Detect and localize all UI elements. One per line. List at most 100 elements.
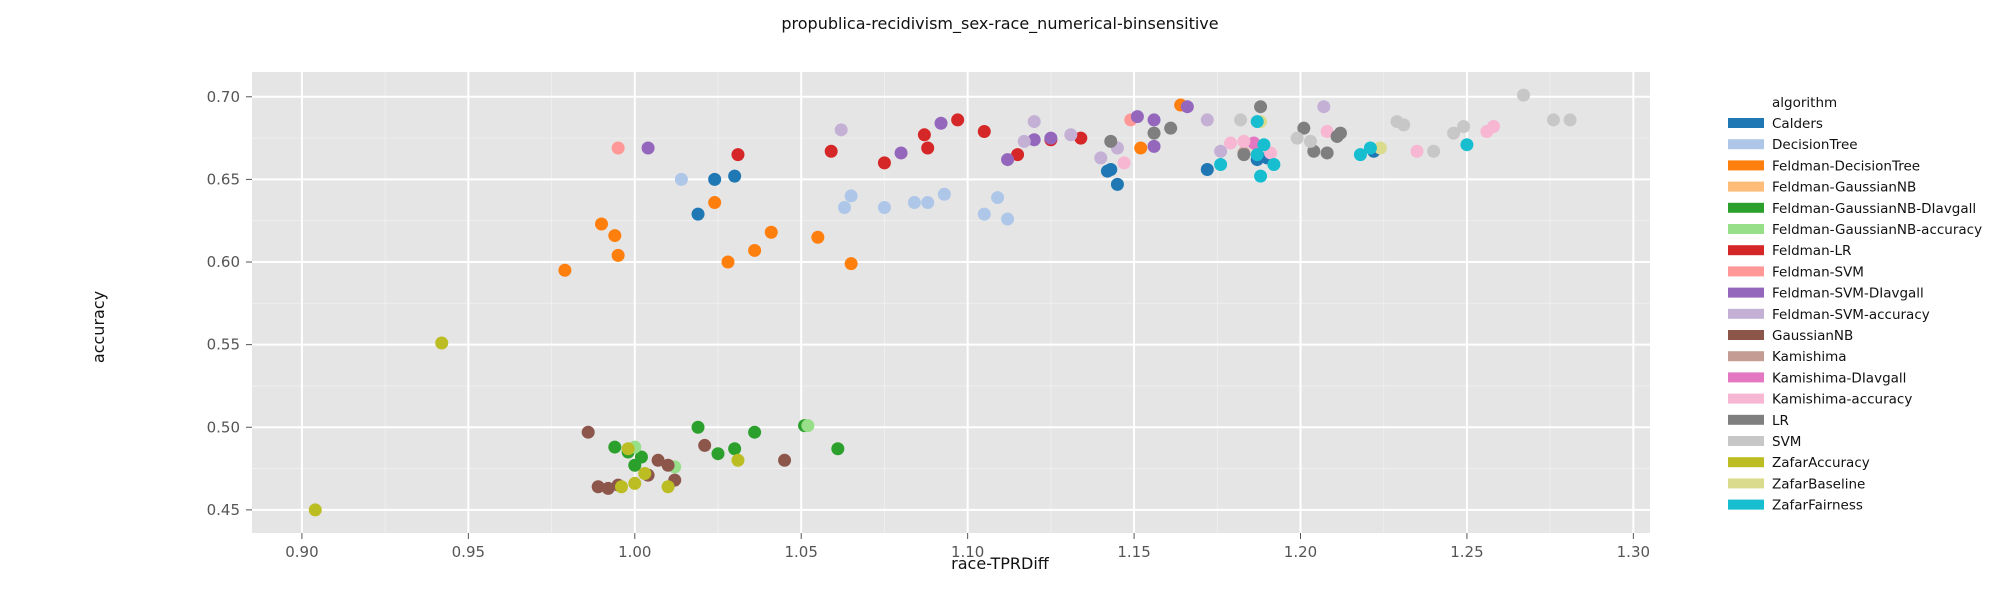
legend-swatch-feldman-lr <box>1728 245 1764 256</box>
point-svm <box>1303 134 1317 148</box>
legend-swatch-zafaraccuracy <box>1728 457 1764 468</box>
point-feldman-svm <box>611 141 625 155</box>
point-svm <box>1517 88 1531 102</box>
legend-swatch-kamishima-accuracy <box>1728 393 1764 404</box>
point-svm <box>1457 120 1471 134</box>
y-tick-label: 0.45 <box>207 501 240 519</box>
point-kamishima-accuracy <box>1320 124 1334 138</box>
point-feldman-lr <box>951 113 965 127</box>
x-tick-label: 0.90 <box>285 543 318 561</box>
point-feldman-svm-accuracy <box>1200 113 1214 127</box>
x-tick-label: 1.25 <box>1450 543 1483 561</box>
legend-label-lr: LR <box>1772 413 1789 429</box>
x-axis-ticks: 0.90 0.95 1.00 1.05 1.10 1.15 1.20 1.25 1.30 <box>285 533 1650 561</box>
point-feldman-decisiontree <box>721 255 735 269</box>
legend-swatch-decisiontree <box>1728 139 1764 150</box>
point-decisiontree <box>844 189 858 203</box>
point-feldman-lr <box>921 141 935 155</box>
point-calders <box>708 172 722 186</box>
data-points <box>308 88 1577 517</box>
point-svm <box>1234 113 1248 127</box>
legend-swatch-feldman-gaussiannb-diavgall <box>1728 202 1764 213</box>
point-feldman-svm-diavgall <box>1001 153 1015 167</box>
legend-swatch-feldman-svm-diavgall <box>1728 287 1764 298</box>
legend-swatch-gaussiannb <box>1728 330 1764 340</box>
legend-items: Calders DecisionTree Feldman-DecisionTree F… <box>1728 116 1982 514</box>
x-tick-label: 1.05 <box>785 543 818 561</box>
point-svm <box>1397 118 1411 132</box>
point-gaussiannb <box>591 480 605 494</box>
point-feldman-lr <box>917 128 931 142</box>
legend-label-feldman-gaussiannb: Feldman-GaussianNB <box>1772 180 1916 196</box>
legend-label-feldman-svm-diavgall: Feldman-SVM-DIavgall <box>1772 286 1924 302</box>
point-decisiontree <box>991 191 1005 205</box>
point-feldman-gaussiannb-diavgall <box>748 425 762 439</box>
point-gaussiannb <box>698 438 712 452</box>
legend-swatch-lr <box>1728 414 1764 425</box>
y-axis-title: accuracy <box>89 291 108 363</box>
point-feldman-decisiontree <box>608 229 622 243</box>
point-zafaraccuracy <box>308 503 322 517</box>
legend-label-feldman-svm-accuracy: Feldman-SVM-accuracy <box>1772 307 1930 323</box>
point-kamishima-accuracy <box>1117 156 1131 170</box>
point-zafaraccuracy <box>614 480 628 494</box>
point-calders <box>691 207 705 221</box>
point-feldman-gaussiannb-accuracy <box>801 419 815 433</box>
point-zafarbaseline <box>1373 141 1387 155</box>
legend: algorithm Calders DecisionTree Feldman-Dec… <box>1728 95 1982 514</box>
point-kamishima-diavgall <box>1247 136 1261 150</box>
legend-swatch-kamishima <box>1728 351 1764 362</box>
point-zafarfairness <box>1353 148 1367 162</box>
point-lr <box>1104 134 1118 148</box>
y-tick-label: 0.70 <box>207 88 240 106</box>
point-calders <box>1200 162 1214 176</box>
point-svm <box>1546 113 1560 127</box>
x-tick-label: 1.00 <box>618 543 651 561</box>
point-zafarfairness <box>1267 158 1281 172</box>
point-kamishima-accuracy <box>1410 144 1424 158</box>
x-tick-label: 0.95 <box>452 543 485 561</box>
point-zafarfairness <box>1250 115 1264 129</box>
point-feldman-gaussiannb-diavgall <box>711 447 725 461</box>
point-kamishima-accuracy <box>1224 136 1238 150</box>
point-svm <box>1427 144 1441 158</box>
point-lr <box>1237 148 1251 162</box>
major-gridlines <box>252 72 1650 533</box>
point-feldman-svm-diavgall <box>641 141 655 155</box>
point-feldman-decisiontree <box>748 243 762 257</box>
point-feldman-svm-diavgall <box>1027 133 1041 147</box>
point-kamishima-accuracy <box>1487 120 1501 134</box>
y-tick-label: 0.50 <box>207 418 240 436</box>
x-tick-label: 1.20 <box>1284 543 1317 561</box>
point-decisiontree <box>674 172 688 186</box>
point-feldman-gaussiannb-diavgall <box>634 450 648 464</box>
point-zafarfairness <box>1460 138 1474 152</box>
point-decisiontree <box>837 200 851 214</box>
point-feldman-svm-accuracy <box>1017 134 1031 148</box>
x-tick-label: 1.10 <box>951 543 984 561</box>
x-tick-label: 1.15 <box>1117 543 1150 561</box>
legend-swatch-feldman-decisiontree <box>1728 160 1764 171</box>
point-feldman-decisiontree <box>611 248 625 262</box>
legend-swatch-svm <box>1728 436 1764 446</box>
x-axis-title: race-TPRDiff <box>951 554 1050 573</box>
legend-label-feldman-gaussiannb-diavgall: Feldman-GaussianNB-DIavgall <box>1772 201 1976 217</box>
point-feldman-gaussiannb-diavgall <box>728 442 742 456</box>
point-feldman-svm-accuracy <box>1064 128 1078 142</box>
point-feldman-svm-diavgall <box>1147 113 1161 127</box>
point-feldman-decisiontree <box>811 230 825 244</box>
point-feldman-gaussiannb-diavgall <box>831 442 845 456</box>
point-feldman-decisiontree <box>595 217 608 231</box>
point-lr <box>1320 146 1334 160</box>
point-feldman-decisiontree <box>764 225 778 239</box>
legend-swatch-feldman-gaussiannb-accuracy <box>1728 224 1764 234</box>
point-svm <box>1447 126 1461 140</box>
point-feldman-svm-accuracy <box>1027 115 1041 129</box>
legend-label-decisiontree: DecisionTree <box>1772 137 1858 153</box>
point-feldman-gaussiannb-diavgall <box>691 420 705 434</box>
point-decisiontree <box>977 207 991 221</box>
point-feldman-gaussiannb-diavgall <box>608 440 622 454</box>
point-lr <box>1307 144 1321 158</box>
point-zafaraccuracy <box>435 336 449 350</box>
